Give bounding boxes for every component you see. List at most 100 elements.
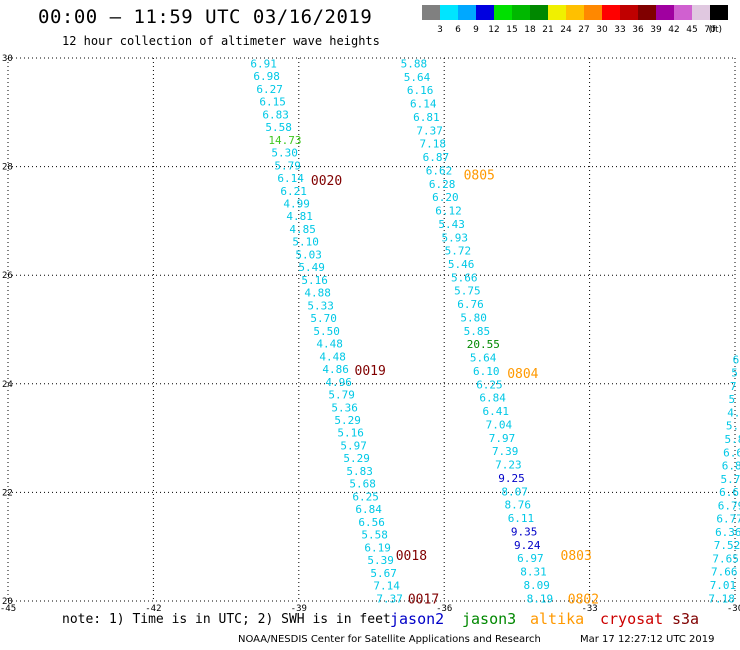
swh-value: 6.84 xyxy=(355,503,382,516)
swh-value: 8.31 xyxy=(520,566,547,579)
page-title: 00:00 – 11:59 UTC 03/16/2019 xyxy=(38,6,373,28)
lon-tick-label: -42 xyxy=(145,604,161,614)
swh-value: 7.04 xyxy=(486,418,513,431)
swh-value: 7.52 xyxy=(714,539,740,552)
swh-value: 5 xyxy=(729,393,736,406)
swh-value: 5.58 xyxy=(361,529,388,542)
swh-value: 6.56 xyxy=(358,516,385,529)
swh-value: 6.41 xyxy=(482,405,509,418)
legend-swatch xyxy=(710,5,728,20)
pass-time-label: 0020 xyxy=(311,174,342,189)
satellite-name: jason2 xyxy=(390,610,445,628)
swh-value: 4.48 xyxy=(319,350,346,363)
pass-time-label: 0019 xyxy=(355,364,386,379)
swh-value: 6.25 xyxy=(352,490,379,503)
swh-value: 5.39 xyxy=(367,554,394,567)
swh-value: 7.18 xyxy=(419,138,446,151)
swh-value: 5.58 xyxy=(265,121,292,134)
swh-value: 5.88 xyxy=(401,57,428,70)
swh-value: 7.97 xyxy=(489,432,515,445)
swh-value: 9.24 xyxy=(514,539,541,552)
credit-text: NOAA/NESDIS Center for Satellite Applica… xyxy=(238,634,541,645)
swh-value: 6.11 xyxy=(508,512,535,525)
swh-value: 6.12 xyxy=(435,205,462,218)
swh-value: 6.6 xyxy=(723,446,740,459)
swh-value: 6.81 xyxy=(413,111,440,124)
legend-swatch xyxy=(620,5,638,20)
swh-value: 5.93 xyxy=(442,231,469,244)
swh-value: 6 xyxy=(733,353,740,366)
swh-value: 7.37 xyxy=(416,124,443,137)
swh-value: 5.10 xyxy=(292,236,319,249)
legend-label: 70 xyxy=(704,25,716,35)
legend-label: 3 xyxy=(437,25,443,35)
swh-value: 7 xyxy=(730,380,737,393)
legend-label: 18 xyxy=(524,25,536,35)
swh-value: 6.36 xyxy=(715,526,740,539)
swh-value: 5.29 xyxy=(343,452,370,465)
legend-swatch xyxy=(656,5,674,20)
lon-tick-label: -36 xyxy=(436,604,452,614)
swh-value: 6.28 xyxy=(429,178,456,191)
swh-value: 6.91 xyxy=(250,57,276,70)
swh-value: 5.49 xyxy=(298,261,325,274)
swh-value: 6.21 xyxy=(280,185,307,198)
pass-time-label: 0804 xyxy=(507,367,538,382)
legend-label: 39 xyxy=(650,25,662,35)
legend-label: 6 xyxy=(455,25,461,35)
swh-value: 5.83 xyxy=(346,465,373,478)
satellite-name: cryosat xyxy=(600,610,664,628)
lon-tick-label: -39 xyxy=(291,604,307,614)
swh-value: 6.8 xyxy=(722,460,740,473)
swh-value: 5.66 xyxy=(451,271,478,284)
legend-swatch xyxy=(440,5,458,20)
swh-value: 5.79 xyxy=(274,159,301,172)
swh-value: 4.85 xyxy=(289,223,316,236)
swh-value: 14.73 xyxy=(268,134,301,147)
swh-value: 6.98 xyxy=(253,70,280,83)
swh-value: 5.36 xyxy=(331,401,358,414)
swh-value: 5.70 xyxy=(310,312,337,325)
swh-value: 6.62 xyxy=(426,164,453,177)
swh-value: 7.39 xyxy=(492,445,519,458)
lat-tick-label: 24 xyxy=(2,380,13,390)
page-subtitle: 12 hour collection of altimeter wave hei… xyxy=(62,34,380,48)
pass-time-label: 0018 xyxy=(396,549,427,564)
swh-value: 5.7 xyxy=(720,473,740,486)
swh-value: 4. xyxy=(727,406,740,419)
legend-label: 9 xyxy=(473,25,479,35)
swh-value: 5.33 xyxy=(307,299,334,312)
legend-label: 36 xyxy=(632,25,644,35)
swh-value: 6.83 xyxy=(262,108,289,121)
swh-value: 9.35 xyxy=(511,525,538,538)
swh-value: 5.79 xyxy=(328,389,355,402)
swh-value: 6.79 xyxy=(718,499,740,512)
swh-value: 4.81 xyxy=(286,210,313,223)
swh-value: 5 xyxy=(731,367,738,380)
satellite-name: s3a xyxy=(672,610,700,628)
lon-tick-label: -45 xyxy=(0,604,16,614)
lat-tick-label: 22 xyxy=(2,488,13,498)
swh-value: 5.72 xyxy=(445,245,472,258)
swh-value: 6.84 xyxy=(479,392,506,405)
pass-time-label: 0017 xyxy=(408,592,439,607)
lat-tick-label: 30 xyxy=(2,54,13,64)
swh-value: 6.27 xyxy=(256,83,283,96)
swh-value: 5.16 xyxy=(301,274,328,287)
legend-swatch xyxy=(692,5,710,20)
swh-value: 7.18 xyxy=(708,592,735,605)
legend-label: 30 xyxy=(596,25,608,35)
swh-value: 7.23 xyxy=(495,459,521,472)
swh-value: 6.14 xyxy=(277,172,304,185)
lat-tick-label: 26 xyxy=(2,271,13,281)
legend-swatch xyxy=(512,5,530,20)
swh-value: 5.75 xyxy=(454,285,481,298)
swh-value: 7.65 xyxy=(712,552,739,565)
pass-time-label: 0802 xyxy=(568,592,599,607)
footer-note: note: 1) Time is in UTC; 2) SWH is in fe… xyxy=(62,612,391,627)
lat-tick-label: 20 xyxy=(2,597,13,607)
swh-value: 7.37 xyxy=(376,592,403,605)
swh-value: 6.77 xyxy=(716,513,740,526)
swh-value: 6.16 xyxy=(407,84,434,97)
swh-value: 6.19 xyxy=(364,541,391,554)
